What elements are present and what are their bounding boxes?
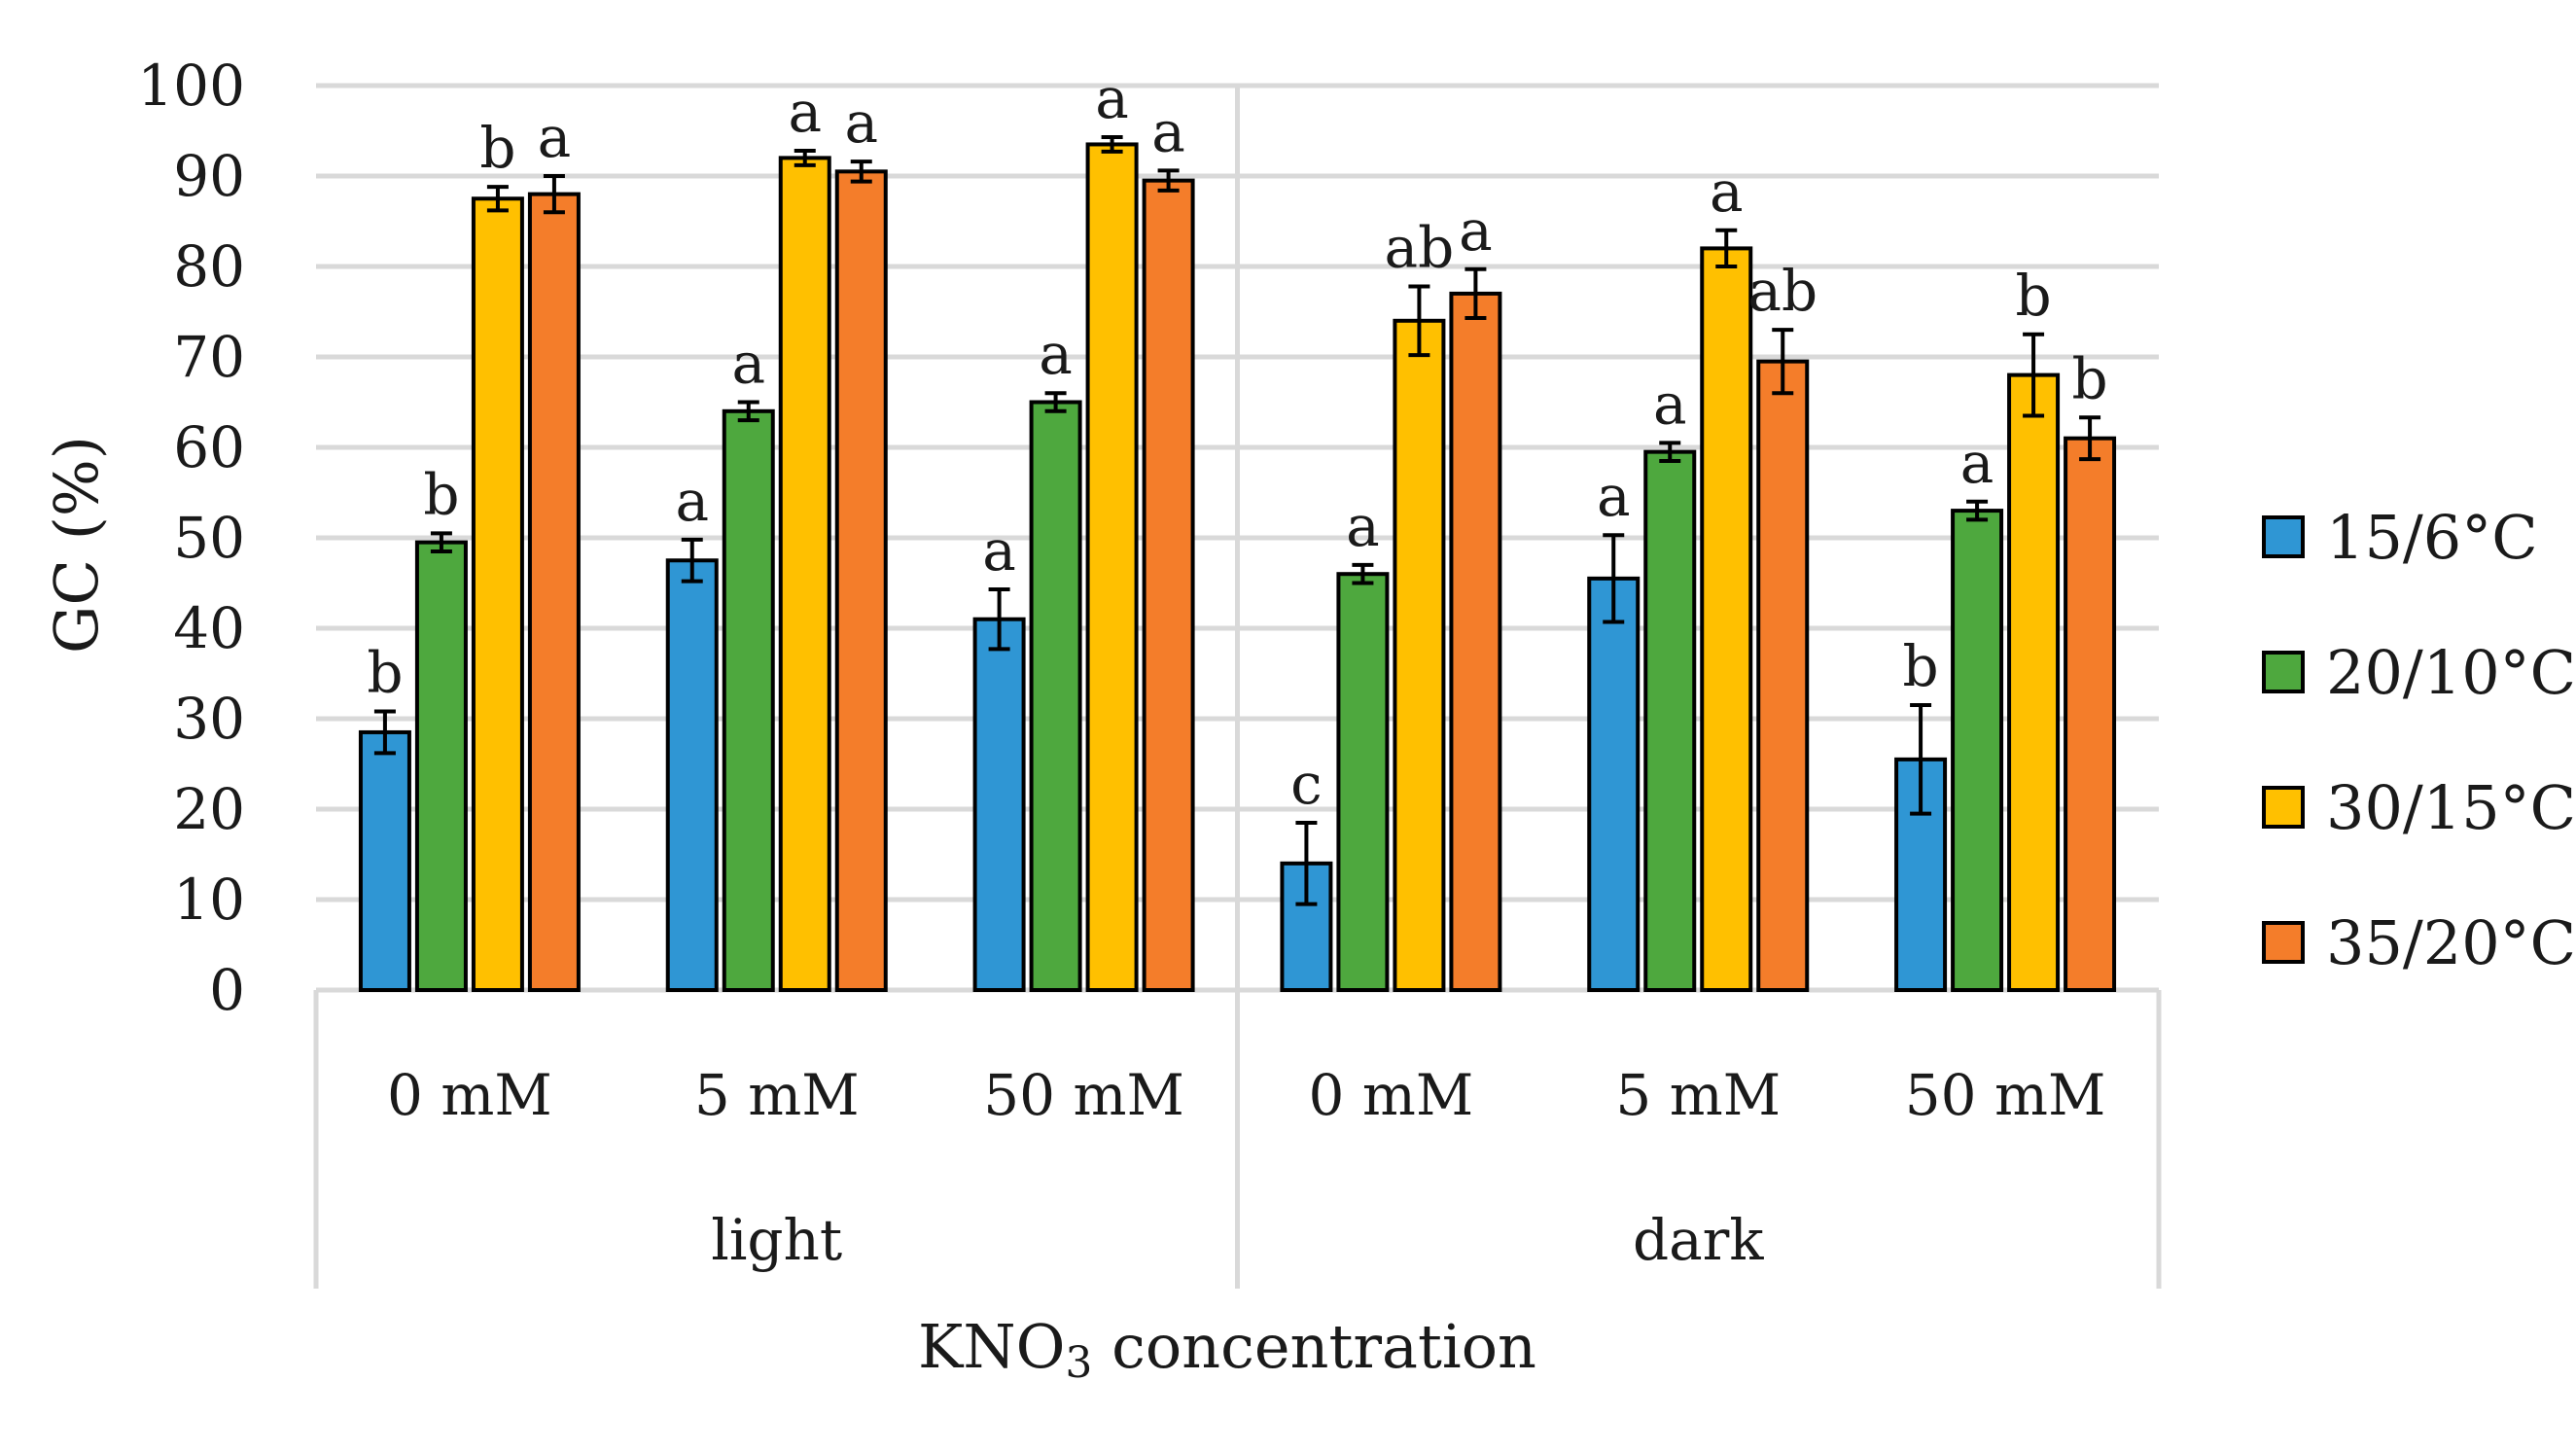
bar	[1756, 359, 1810, 992]
significance-letter: a	[982, 517, 1016, 584]
significance-letter: a	[1346, 493, 1380, 559]
y-tick-label: 50	[173, 505, 245, 571]
bar	[358, 729, 411, 992]
x-category-label: 0 mM	[1309, 1062, 1474, 1128]
group-label: dark	[1633, 1207, 1764, 1273]
legend-label: 20/10°C	[2326, 637, 2576, 708]
significance-letter: c	[1290, 751, 1322, 817]
significance-letter: a	[1459, 197, 1493, 264]
x-category-label: 5 mM	[694, 1062, 860, 1128]
y-tick-label: 30	[173, 686, 245, 752]
bar	[1951, 509, 2004, 992]
y-tick-label: 20	[173, 776, 245, 842]
significance-letter: a	[1960, 430, 1994, 496]
significance-letter: a	[1039, 321, 1073, 387]
x-axis-title-subscript: 3	[1065, 1338, 1092, 1388]
bar	[414, 540, 468, 993]
legend-swatch	[2262, 651, 2305, 693]
y-tick-label: 80	[173, 233, 245, 300]
legend-swatch	[2262, 515, 2305, 558]
bar	[1449, 291, 1502, 992]
significance-letter: a	[1710, 159, 1744, 225]
significance-letter: b	[2072, 345, 2108, 411]
legend: 15/6°C 20/10°C 30/15°C 35/20°C	[2262, 502, 2576, 978]
x-category-label: 50 mM	[1905, 1062, 2106, 1128]
bar	[665, 558, 719, 992]
group-dividers: light dark	[313, 86, 2162, 1289]
y-tick-label: 10	[173, 867, 245, 933]
x-axis-title-rest: concentration	[1092, 1311, 1536, 1382]
bar	[1085, 142, 1139, 992]
significance-letter: a	[1597, 463, 1631, 529]
bar	[1336, 572, 1390, 992]
bar	[1587, 576, 1641, 992]
significance-letter: b	[479, 115, 515, 181]
error-bars	[373, 135, 2101, 906]
significance-letter: a	[675, 468, 709, 534]
legend-label: 15/6°C	[2326, 502, 2538, 573]
legend-swatch	[2262, 786, 2305, 829]
y-tick-label: 40	[173, 595, 245, 661]
y-axis-title: GC (%)	[41, 436, 112, 654]
bar	[1700, 246, 1753, 992]
x-axis-categories: 0 mM 5 mM 50 mM 0 mM 5 mM 50 mM	[387, 1062, 2105, 1128]
legend-swatch	[2262, 921, 2305, 964]
significance-letter: ab	[1747, 258, 1817, 324]
bar	[471, 196, 524, 992]
bar	[527, 192, 581, 993]
significance-letter: a	[731, 331, 765, 397]
significance-letter: a	[788, 79, 822, 145]
significance-letter: a	[1151, 98, 1185, 164]
significance-letter: b	[423, 461, 459, 527]
significance-letter: b	[367, 640, 403, 706]
bar	[1393, 318, 1446, 992]
bar	[1142, 178, 1195, 992]
bar	[1029, 400, 1082, 992]
bars	[358, 142, 2117, 993]
bar	[2064, 436, 2117, 992]
bar	[2007, 372, 2061, 993]
bar	[722, 408, 775, 992]
x-axis-title-main: KNO	[918, 1311, 1065, 1382]
bar	[972, 617, 1026, 992]
significance-letter: b	[1903, 633, 1939, 699]
y-tick-label: 100	[137, 53, 245, 119]
significance-letter: a	[1653, 371, 1687, 437]
x-category-label: 0 mM	[387, 1062, 552, 1128]
y-tick-label: 60	[173, 414, 245, 480]
legend-label: 30/15°C	[2326, 772, 2576, 843]
x-category-label: 5 mM	[1615, 1062, 1781, 1128]
bar	[1643, 449, 1697, 992]
y-tick-label: 70	[173, 324, 245, 390]
significance-letter: a	[1095, 65, 1129, 131]
y-tick-label: 0	[209, 957, 245, 1023]
x-axis-title: KNO3 concentration	[918, 1311, 1536, 1388]
significance-letter: a	[844, 89, 878, 156]
bar	[834, 169, 888, 993]
significance-letter: a	[538, 104, 572, 170]
group-label: light	[711, 1207, 842, 1273]
y-axis-ticks: 0 10 20 30 40 50 60 70 80 90 100	[137, 53, 245, 1023]
significance-letter: b	[2016, 263, 2052, 329]
y-tick-label: 90	[173, 143, 245, 209]
legend-label: 35/20°C	[2326, 907, 2576, 978]
x-category-label: 50 mM	[983, 1062, 1184, 1128]
significance-letter: ab	[1385, 214, 1455, 280]
bar	[778, 156, 831, 992]
